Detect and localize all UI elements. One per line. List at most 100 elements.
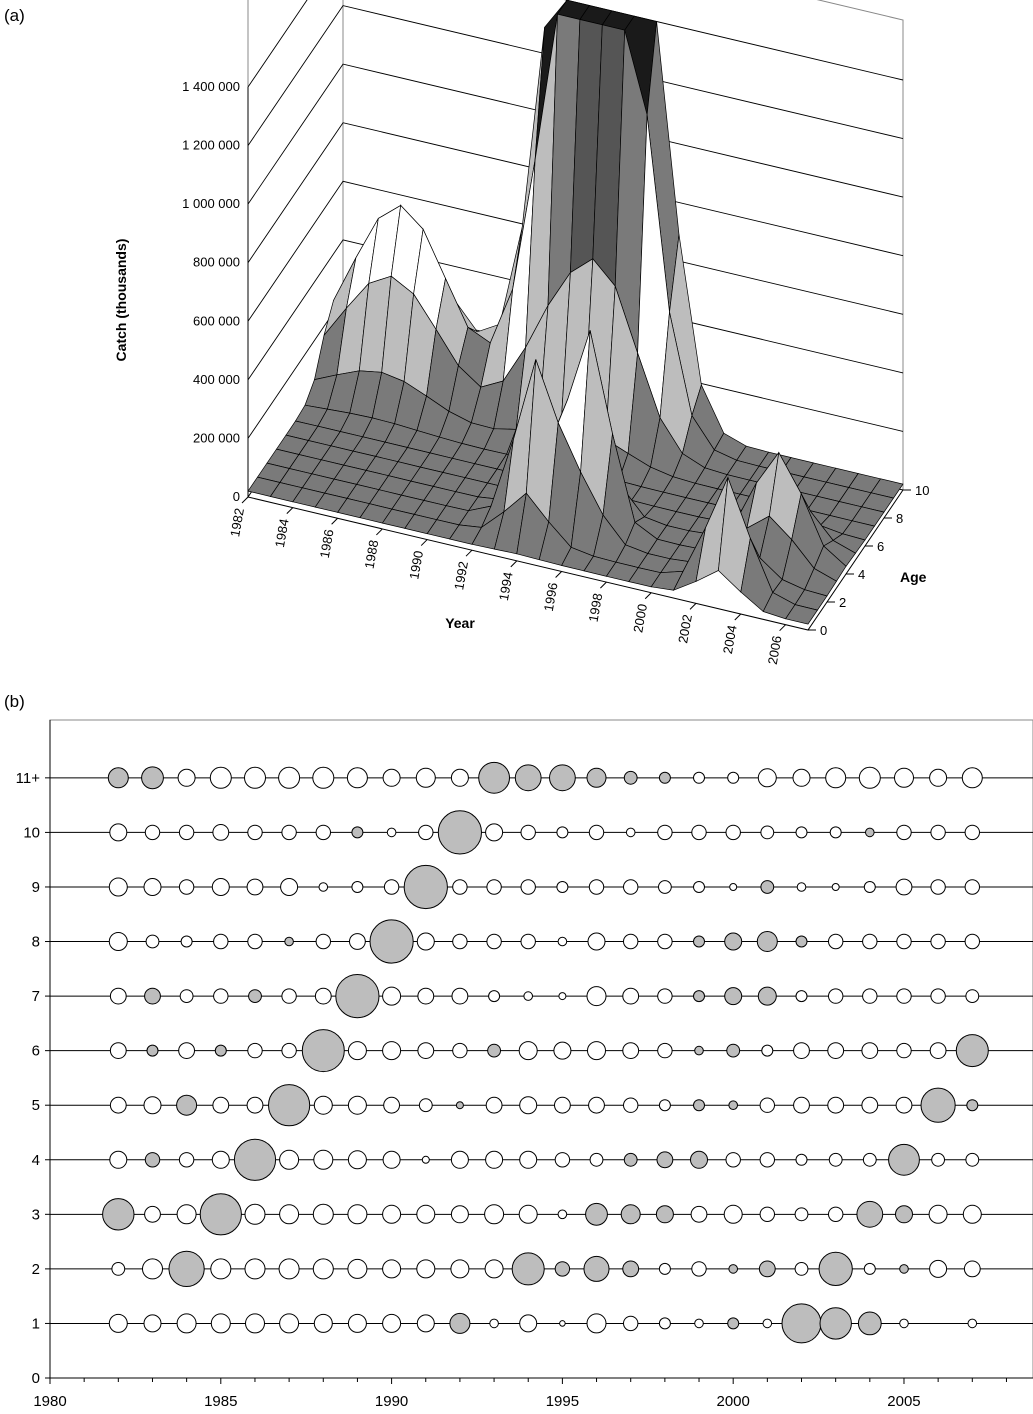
residual-bubble	[347, 1041, 367, 1061]
residual-bubble	[929, 768, 948, 787]
residual-bubble	[588, 1096, 605, 1114]
z-tick-label: 800 000	[193, 255, 240, 270]
residual-bubble	[487, 1043, 502, 1058]
residual-bubble	[519, 1096, 538, 1115]
year-tick-label: 1990	[406, 549, 426, 580]
residual-bubble	[178, 1152, 195, 1168]
residual-bubble	[724, 987, 743, 1006]
y-tick-label: 4	[32, 1152, 40, 1169]
residual-bubble	[724, 932, 743, 951]
residual-bubble	[449, 1312, 471, 1334]
z-gridline	[247, 180, 904, 322]
residual-bubble	[514, 764, 542, 792]
residual-bubble	[658, 1099, 671, 1112]
residual-bubble	[729, 883, 738, 891]
residual-bubble	[180, 935, 193, 948]
residual-bubble	[622, 987, 640, 1005]
residual-bubble	[108, 1313, 128, 1333]
year-tick-label: 1988	[362, 539, 382, 570]
residual-bubble	[523, 991, 534, 1001]
residual-bubble	[212, 1096, 230, 1114]
residual-bubble	[313, 1095, 333, 1115]
residual-bubble	[828, 1152, 843, 1167]
year-tick	[241, 496, 249, 504]
residual-bubble	[557, 1209, 568, 1220]
residual-bubble	[928, 1204, 948, 1224]
residual-bubble	[144, 987, 161, 1005]
residual-bubble	[964, 933, 980, 950]
year-tick	[376, 528, 383, 536]
residual-bubble	[347, 1150, 367, 1170]
residual-bubble	[658, 771, 671, 784]
residual-bubble	[518, 1041, 538, 1061]
z-tick-label: 1 000 000	[182, 196, 240, 211]
residual-bubble	[586, 986, 607, 1007]
residual-bubble	[450, 1259, 470, 1279]
residual-bubble	[450, 1205, 469, 1224]
residual-bubble	[484, 1259, 504, 1279]
year-tick	[555, 571, 562, 578]
residual-bubble	[284, 936, 294, 947]
z-tick-label: 0	[233, 489, 240, 504]
year-tick-label: 1996	[541, 581, 561, 612]
residual-bubble	[416, 1314, 435, 1333]
residual-bubble	[556, 881, 569, 893]
residual-bubble	[658, 880, 672, 894]
age-tick-label: 6	[877, 539, 884, 554]
residual-bubble	[930, 988, 946, 1004]
x-tick-label: 1990	[375, 1393, 408, 1410]
residual-bubble	[416, 1259, 436, 1279]
residual-bubble	[929, 1042, 947, 1060]
residual-bubble	[418, 1098, 433, 1113]
residual-bubble	[759, 1152, 775, 1168]
x-tick-label: 1980	[33, 1393, 66, 1410]
residual-bubble	[587, 1041, 606, 1061]
x-tick-label: 2000	[716, 1393, 749, 1410]
residual-bubble	[964, 824, 980, 841]
residual-bubble	[557, 936, 568, 947]
residual-bubble	[281, 988, 297, 1004]
residual-bubble	[895, 878, 913, 896]
residual-bubble	[965, 1152, 980, 1167]
residual-bubble	[279, 1313, 300, 1334]
x-tick-label: 2005	[887, 1393, 920, 1410]
residual-bubble	[382, 1259, 402, 1279]
residual-bubble	[315, 824, 331, 841]
residual-bubble	[728, 1100, 739, 1111]
year-tick	[779, 624, 786, 632]
residual-bubble	[489, 1318, 499, 1329]
residual-bubble	[828, 1206, 844, 1222]
residual-bubble	[657, 824, 673, 841]
residual-bubble	[209, 766, 232, 789]
residual-bubble	[723, 1204, 743, 1224]
residual-bubble	[757, 986, 777, 1006]
residual-bubble	[478, 761, 511, 794]
residual-bubble	[759, 1097, 775, 1113]
residual-bubble	[781, 1303, 822, 1344]
residual-bubble	[416, 932, 435, 951]
residual-bubble-chart: 0 1 2 3 4 5 6 7 8 9 10 11+ 1980 1985 1990 1995 2000 2005	[16, 719, 1033, 1410]
y-tick-label: 8	[32, 934, 40, 951]
residual-bubble	[143, 1096, 162, 1115]
year-tick-label: 1994	[496, 571, 516, 602]
year-tick-label: 1984	[272, 518, 292, 549]
residual-bubble	[247, 1042, 263, 1059]
residual-bubble	[896, 824, 912, 841]
residual-bubble	[757, 768, 777, 788]
residual-bubble	[967, 1318, 978, 1329]
residual-bubble	[145, 934, 160, 949]
y-tick-label: 11+	[16, 770, 41, 787]
residual-bubble	[623, 879, 639, 895]
residual-bubble	[955, 1034, 989, 1068]
residual-bubble	[693, 881, 705, 893]
residual-bubble	[347, 1204, 368, 1225]
year-tick	[331, 517, 338, 525]
residual-bubble	[694, 1318, 704, 1329]
residual-bubble	[247, 933, 263, 950]
residual-bubble	[313, 1313, 333, 1333]
residual-bubble	[829, 826, 842, 839]
year-tick	[286, 507, 294, 514]
residual-bubble	[858, 766, 881, 789]
y-tick-label: 7	[32, 988, 40, 1005]
residual-bubble	[109, 987, 127, 1005]
